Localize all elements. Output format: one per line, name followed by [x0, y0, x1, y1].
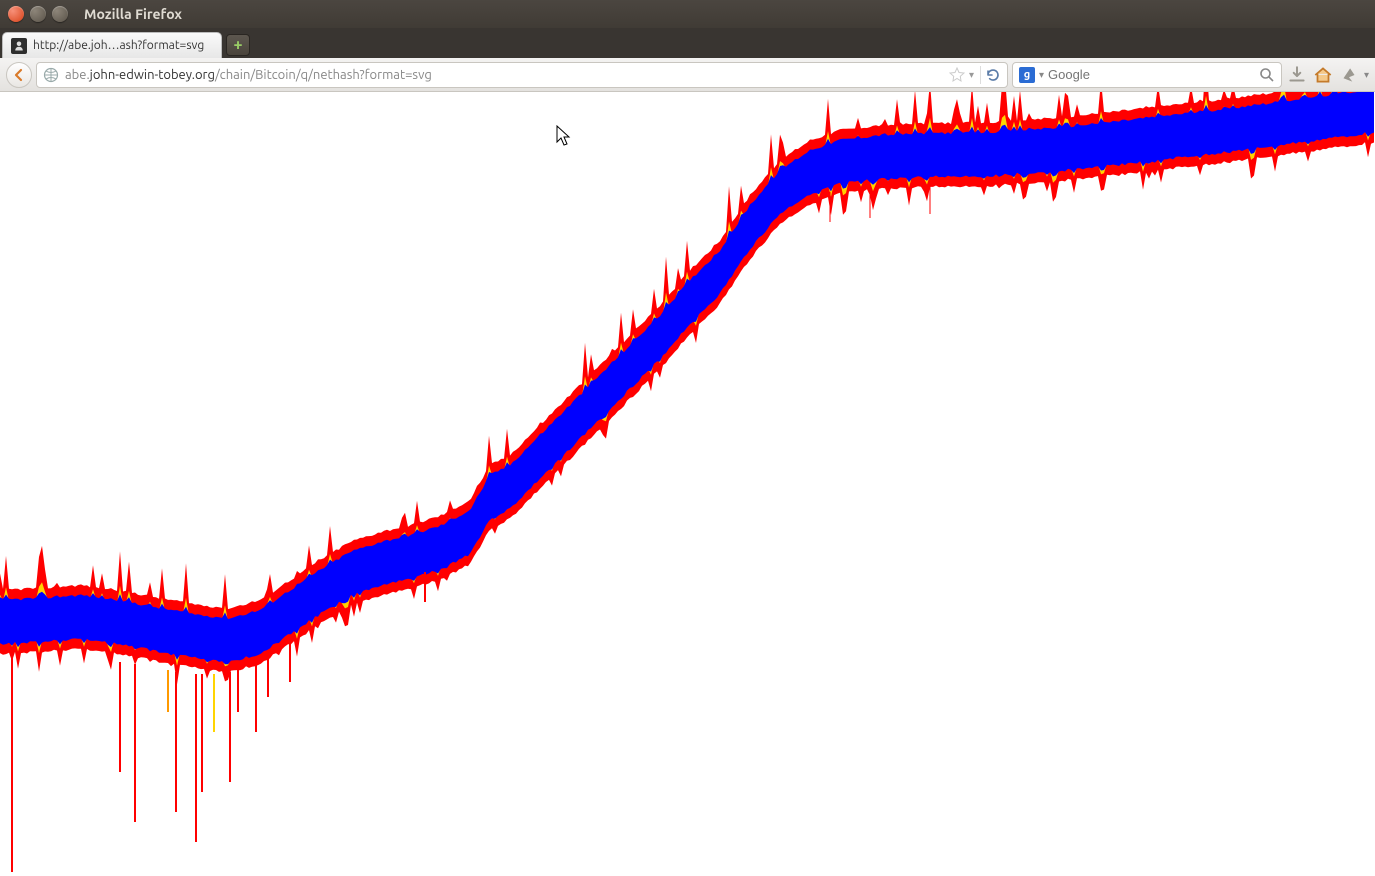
window-maximize-button[interactable] — [52, 6, 68, 22]
browser-tab-active[interactable]: http://abe.joh…ash?format=svg — [2, 32, 222, 58]
search-bar[interactable]: g ▾ — [1012, 62, 1282, 88]
tab-title: http://abe.joh…ash?format=svg — [33, 39, 204, 52]
bookmark-star-icon[interactable] — [949, 67, 965, 83]
overflow-caret-icon[interactable]: ▾ — [1364, 69, 1369, 81]
url-text: abe.john-edwin-tobey.org/chain/Bitcoin/q… — [65, 68, 945, 82]
navigation-toolbar: abe.john-edwin-tobey.org/chain/Bitcoin/q… — [0, 58, 1375, 92]
home-button[interactable] — [1312, 64, 1334, 86]
tab-favicon-icon — [11, 38, 27, 54]
window-title: Mozilla Firefox — [84, 6, 182, 22]
window-minimize-button[interactable] — [30, 6, 46, 22]
url-bar[interactable]: abe.john-edwin-tobey.org/chain/Bitcoin/q… — [36, 62, 1008, 88]
engine-caret-icon[interactable]: ▾ — [1039, 69, 1044, 81]
globe-icon — [43, 67, 59, 83]
nethash-chart — [0, 92, 1375, 876]
new-tab-button[interactable]: + — [226, 34, 250, 56]
chart-band-mid2 — [0, 93, 1374, 658]
chart-band-inner — [0, 92, 1374, 664]
url-leading: abe. — [65, 68, 90, 82]
tab-strip: http://abe.joh…ash?format=svg + — [0, 28, 1375, 58]
page-content — [0, 92, 1375, 876]
addon-button[interactable] — [1338, 64, 1360, 86]
window-titlebar: Mozilla Firefox — [0, 0, 1375, 28]
reload-icon[interactable] — [985, 67, 1001, 83]
arrow-left-icon — [11, 67, 27, 83]
url-host: john-edwin-tobey.org — [90, 68, 215, 82]
chart-band-mid1 — [0, 92, 1374, 666]
search-icon[interactable] — [1259, 67, 1275, 83]
dropdown-caret-icon[interactable]: ▾ — [969, 69, 974, 81]
separator — [980, 66, 981, 84]
search-input[interactable] — [1048, 67, 1255, 82]
plus-icon: + — [233, 37, 242, 53]
window-close-button[interactable] — [8, 6, 24, 22]
downloads-button[interactable] — [1286, 64, 1308, 86]
search-engine-icon[interactable]: g — [1019, 67, 1035, 83]
back-button[interactable] — [6, 62, 32, 88]
chart-band-outer — [0, 92, 1374, 684]
url-path: /chain/Bitcoin/q/nethash?format=svg — [215, 68, 432, 82]
